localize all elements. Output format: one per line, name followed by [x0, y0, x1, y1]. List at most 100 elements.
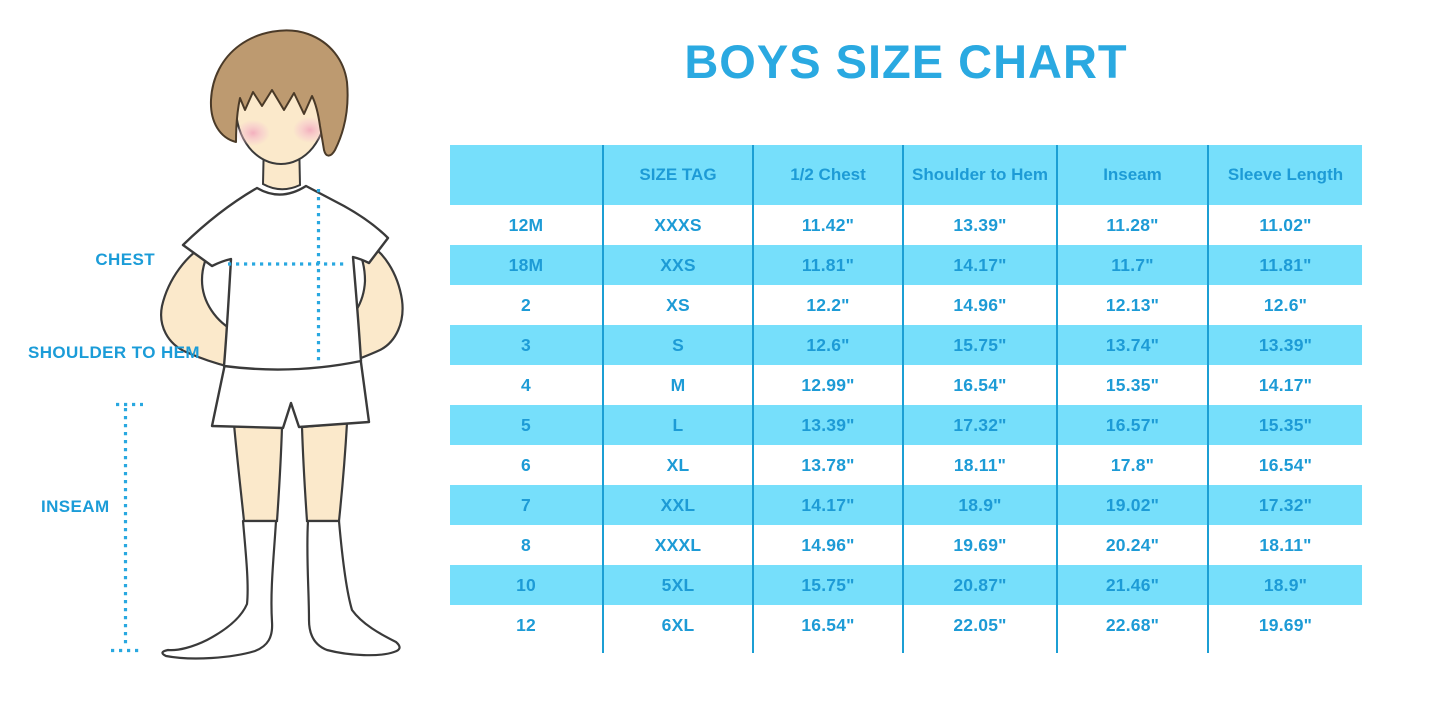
chest-label: CHEST: [95, 250, 155, 269]
value-cell: 16.54": [752, 605, 903, 645]
value-cell: S: [602, 325, 753, 365]
boy-t-shirt: [181, 184, 390, 371]
value-cell: 16.54": [1207, 445, 1362, 485]
spacer-cell: [1056, 645, 1208, 653]
size-cell: 12: [516, 614, 536, 635]
table-bottom-spacer: [450, 645, 1362, 653]
size-cell: 2: [521, 294, 531, 315]
value-cell: 16.54": [902, 365, 1057, 405]
size-cell: 3: [521, 334, 531, 355]
size-cell: 12M: [508, 214, 544, 235]
value-cell: 17.32": [902, 405, 1057, 445]
column-header-shoulder-to-hem: Shoulder to Hem: [902, 145, 1057, 205]
value-cell: 12.6": [1207, 285, 1362, 325]
value-cell: 12.2": [752, 285, 903, 325]
boy-left-sock: [161, 519, 278, 660]
boy-measurement-illustration: [111, 29, 404, 660]
value-cell: M: [602, 365, 753, 405]
column-header-sleeve-length: Sleeve Length: [1207, 145, 1362, 205]
boy-left-arm: [160, 240, 238, 369]
size-cell: 4: [521, 374, 531, 395]
value-cell: 11.81": [1207, 245, 1362, 285]
value-cell: 14.17": [752, 485, 903, 525]
spacer-cell: [752, 645, 903, 653]
value-cell: 14.96": [752, 525, 903, 565]
value-cell: 18.11": [1207, 525, 1362, 565]
value-cell: 13.39": [752, 405, 903, 445]
value-cell: 17.32": [1207, 485, 1362, 525]
value-cell: 12.99": [752, 365, 903, 405]
table-row: 18M XXS 11.81" 14.17" 11.7" 11.81": [450, 245, 1362, 285]
table-body: 12M XXXS 11.42" 13.39" 11.28" 11.02" 18M XXS 11.…: [450, 205, 1362, 653]
value-cell: 16.57": [1056, 405, 1208, 445]
value-cell: XS: [602, 285, 753, 325]
value-cell: 13.78": [752, 445, 903, 485]
value-cell: 11.7": [1056, 245, 1208, 285]
spacer-cell: [602, 645, 753, 653]
value-cell: 14.96": [902, 285, 1057, 325]
value-cell: XXXS: [602, 205, 753, 245]
value-cell: 17.8": [1056, 445, 1208, 485]
value-cell: 11.42": [752, 205, 903, 245]
table-row: 8 XXXL 14.96" 19.69" 20.24" 18.11": [450, 525, 1362, 565]
table-row: 10 5XL 15.75" 20.87" 21.46" 18.9": [450, 565, 1362, 605]
table-row: 2 XS 12.2" 14.96" 12.13" 12.6": [450, 285, 1362, 325]
boy-left-cheek-blush: [236, 120, 270, 146]
value-cell: 13.39": [1207, 325, 1362, 365]
value-cell: 15.75": [902, 325, 1057, 365]
boy-right-leg: [300, 421, 349, 523]
value-cell: 22.68": [1056, 605, 1208, 645]
value-cell: 5XL: [602, 565, 753, 605]
value-cell: 15.35": [1207, 405, 1362, 445]
header-row: SIZE TAG 1/2 Chest Shoulder to Hem Insea…: [450, 145, 1362, 205]
table-row: 7 XXL 14.17" 18.9" 19.02" 17.32": [450, 485, 1362, 525]
value-cell: 6XL: [602, 605, 753, 645]
size-cell: 7: [521, 494, 531, 515]
value-cell: 11.81": [752, 245, 903, 285]
spacer-cell: [1207, 645, 1362, 653]
boy-right-sock: [306, 519, 401, 657]
column-header-half-chest: 1/2 Chest: [752, 145, 903, 205]
value-cell: 18.9": [1207, 565, 1362, 605]
value-cell: 19.02": [1056, 485, 1208, 525]
size-cell: 8: [521, 534, 531, 555]
size-cell: 5: [521, 414, 531, 435]
value-cell: 14.17": [902, 245, 1057, 285]
boy-shorts: [210, 353, 371, 430]
table-row: 4 M 12.99" 16.54" 15.35" 14.17": [450, 365, 1362, 405]
value-cell: 21.46": [1056, 565, 1208, 605]
value-cell: 20.87": [902, 565, 1057, 605]
size-cell: 18M: [508, 254, 544, 275]
table-row: 5 L 13.39" 17.32" 16.57" 15.35": [450, 405, 1362, 445]
shoulder-to-hem-label: SHOULDER TO HEM: [28, 343, 200, 362]
value-cell: 14.17": [1207, 365, 1362, 405]
table-row: 3 S 12.6" 15.75" 13.74" 13.39": [450, 325, 1362, 365]
column-header-size: [450, 145, 603, 205]
value-cell: XXL: [602, 485, 753, 525]
boy-hair: [209, 29, 349, 157]
value-cell: XL: [602, 445, 753, 485]
value-cell: 11.28": [1056, 205, 1208, 245]
table-row: 12 6XL 16.54" 22.05" 22.68" 19.69": [450, 605, 1362, 645]
value-cell: 11.02": [1207, 205, 1362, 245]
size-chart-table: SIZE TAG 1/2 Chest Shoulder to Hem Insea…: [450, 145, 1362, 653]
value-cell: 15.75": [752, 565, 903, 605]
inseam-label: INSEAM: [41, 497, 110, 516]
spacer-cell: [450, 645, 603, 653]
value-cell: 18.11": [902, 445, 1057, 485]
column-header-inseam: Inseam: [1056, 145, 1208, 205]
value-cell: 22.05": [902, 605, 1057, 645]
value-cell: 15.35": [1056, 365, 1208, 405]
size-cell: 6: [521, 454, 531, 475]
value-cell: 19.69": [902, 525, 1057, 565]
value-cell: 12.6": [752, 325, 903, 365]
value-cell: XXXL: [602, 525, 753, 565]
page-title: BOYS SIZE CHART: [684, 35, 1128, 88]
value-cell: 20.24": [1056, 525, 1208, 565]
column-header-size-tag: SIZE TAG: [602, 145, 753, 205]
size-cell: 10: [516, 574, 536, 595]
value-cell: 13.39": [902, 205, 1057, 245]
boy-right-cheek-blush: [293, 117, 327, 143]
boy-left-leg: [232, 422, 284, 523]
